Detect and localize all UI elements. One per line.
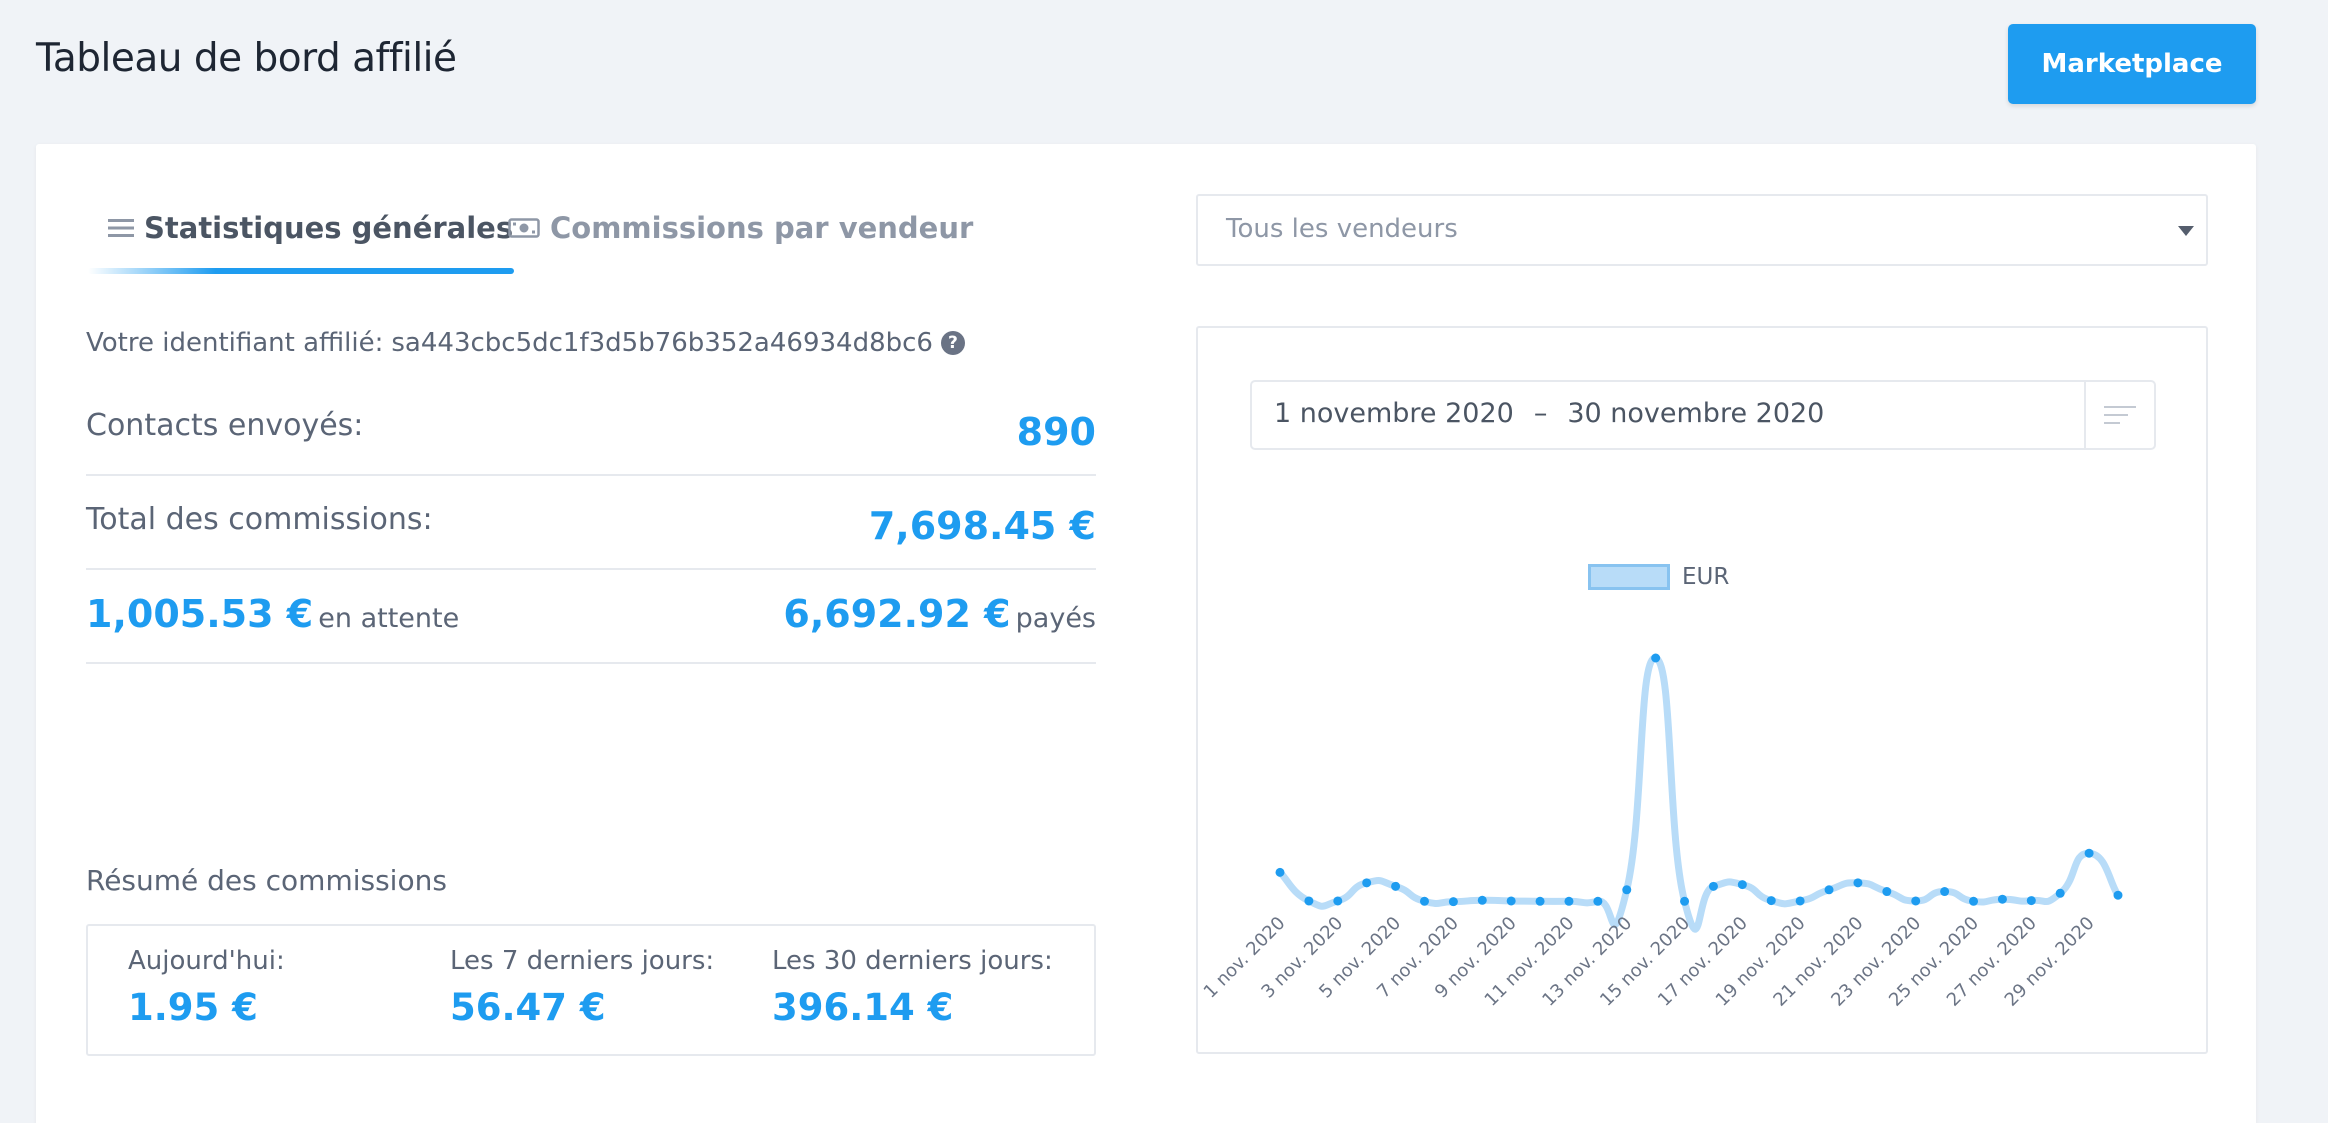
data-point[interactable]: [1391, 881, 1401, 891]
data-point[interactable]: [1535, 896, 1545, 906]
affiliate-id-value: sa443cbc5dc1f3d5b76b352a46934d8bc6: [391, 328, 933, 358]
date-range-options-button[interactable]: [2084, 382, 2154, 448]
total-commissions-label: Total des commissions:: [86, 502, 433, 537]
data-point[interactable]: [2026, 896, 2036, 906]
data-point[interactable]: [1477, 895, 1487, 905]
chart-panel: 1 novembre 2020–30 novembre 2020 EUR 1 n…: [1196, 326, 2208, 1054]
date-range-picker[interactable]: 1 novembre 2020–30 novembre 2020: [1250, 380, 2156, 450]
date-range-start: 1 novembre 2020: [1274, 398, 1514, 429]
data-point[interactable]: [1680, 896, 1690, 906]
data-point[interactable]: [1593, 896, 1603, 906]
total-commissions-row: Total des commissions: 7,698.45 €: [86, 476, 1096, 570]
pending-value: 1,005.53 €: [86, 592, 314, 636]
data-point[interactable]: [1275, 867, 1285, 877]
tab-vendor-label: Commissions par vendeur: [550, 211, 974, 245]
data-point[interactable]: [1362, 878, 1372, 888]
paid-value: 6,692.92 €: [783, 592, 1011, 636]
total-commissions-value: 7,698.45 €: [868, 504, 1096, 548]
summary-30-days: Les 30 derniers jours: 396.14 €: [772, 946, 1053, 1029]
series-line-eur: [1276, 654, 2122, 933]
data-point[interactable]: [1940, 887, 1950, 897]
banknote-icon: [508, 218, 540, 238]
data-point[interactable]: [1882, 887, 1892, 897]
data-point[interactable]: [1795, 896, 1805, 906]
affiliate-id-label: Votre identifiant affilié:: [86, 328, 384, 358]
affiliate-id-line: Votre identifiant affilié: sa443cbc5dc1f…: [86, 328, 965, 358]
data-point[interactable]: [1506, 896, 1516, 906]
data-point[interactable]: [2084, 848, 2094, 858]
summary-30-days-value: 396.14 €: [772, 986, 954, 1029]
tab-general-statistics[interactable]: Statistiques générales: [108, 204, 513, 252]
data-point[interactable]: [1333, 896, 1343, 906]
date-range-separator: –: [1533, 398, 1548, 429]
data-point[interactable]: [1304, 896, 1314, 906]
summary-today-label: Aujourd'hui:: [128, 946, 285, 976]
summary-7-days-label: Les 7 derniers jours:: [450, 946, 715, 976]
data-point[interactable]: [1708, 881, 1718, 891]
pending-group: 1,005.53 € en attente: [86, 592, 459, 636]
pending-label: en attente: [318, 603, 460, 634]
tab-commissions-by-vendor[interactable]: Commissions par vendeur: [508, 204, 973, 252]
data-point[interactable]: [1824, 885, 1834, 895]
list-icon: [108, 219, 134, 237]
data-point[interactable]: [1448, 897, 1458, 907]
data-point[interactable]: [2113, 890, 2123, 900]
date-range-text: 1 novembre 2020–30 novembre 2020: [1274, 398, 1824, 429]
marketplace-button[interactable]: Marketplace: [2008, 24, 2256, 104]
data-point[interactable]: [1766, 896, 1776, 906]
data-point[interactable]: [1622, 885, 1632, 895]
paid-label: payés: [1015, 603, 1096, 634]
commission-summary-box: Aujourd'hui: 1.95 € Les 7 derniers jours…: [86, 924, 1096, 1056]
tab-general-label: Statistiques générales: [144, 211, 514, 245]
contacts-sent-label: Contacts envoyés:: [86, 408, 364, 443]
data-point[interactable]: [1997, 894, 2007, 904]
summary-7-days: Les 7 derniers jours: 56.47 €: [450, 946, 714, 1029]
chart-legend[interactable]: EUR: [1588, 564, 1729, 590]
summary-7-days-value: 56.47 €: [450, 986, 606, 1029]
legend-label: EUR: [1682, 564, 1730, 590]
summary-today: Aujourd'hui: 1.95 €: [128, 946, 285, 1029]
question-circle-icon[interactable]: ?: [940, 331, 965, 355]
data-point[interactable]: [1651, 653, 1661, 663]
legend-swatch: [1588, 564, 1670, 590]
data-point[interactable]: [1911, 896, 1921, 906]
vendor-select-value: Tous les vendeurs: [1226, 214, 1458, 244]
caret-down-icon[interactable]: [2178, 226, 2194, 236]
lines-icon: [2104, 406, 2136, 424]
vendor-select[interactable]: Tous les vendeurs: [1196, 194, 2208, 266]
data-point[interactable]: [2055, 888, 2065, 898]
data-point[interactable]: [1564, 896, 1574, 906]
dashboard-card: Statistiques générales Commissions par v…: [36, 144, 2256, 1123]
summary-today-value: 1.95 €: [128, 986, 258, 1029]
contacts-sent-row: Contacts envoyés: 890: [86, 382, 1096, 476]
data-point[interactable]: [1969, 896, 1979, 906]
paid-group: 6,692.92 € payés: [783, 592, 1096, 636]
data-point[interactable]: [1853, 878, 1863, 888]
contacts-sent-value: 890: [1016, 410, 1096, 454]
pending-paid-row: 1,005.53 € en attente 6,692.92 € payés: [86, 570, 1096, 664]
page-title: Tableau de bord affilié: [36, 36, 457, 81]
active-tab-underline: [88, 268, 514, 274]
commission-summary-title: Résumé des commissions: [86, 864, 447, 897]
data-point[interactable]: [1737, 880, 1747, 890]
date-range-end: 30 novembre 2020: [1567, 398, 1825, 429]
data-point[interactable]: [1419, 896, 1429, 906]
summary-30-days-label: Les 30 derniers jours:: [772, 946, 1053, 976]
